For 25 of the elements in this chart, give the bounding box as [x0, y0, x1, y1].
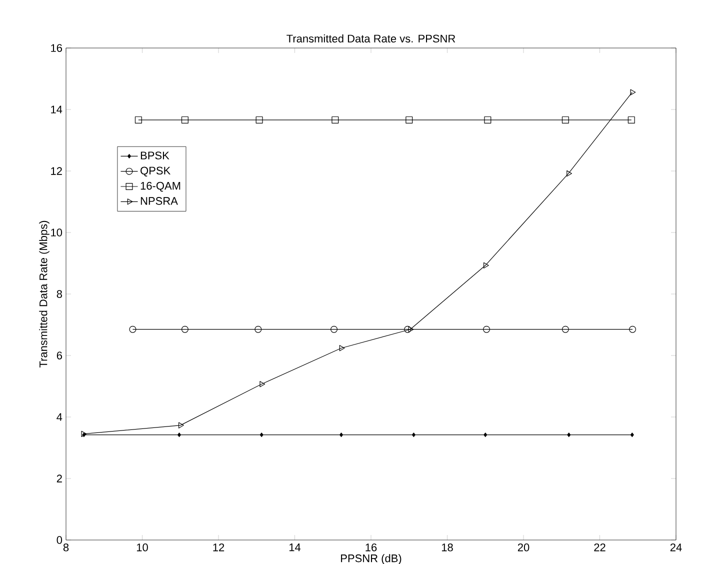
- x-tick-label: 16: [366, 544, 377, 552]
- legend-label: NPSRA: [140, 197, 178, 205]
- x-tick-label: 10: [136, 544, 148, 552]
- y-tick-label: 16: [51, 44, 62, 52]
- y-tick-label: 8: [56, 290, 62, 298]
- y-axis-title: Transmitted Data Rate (Mbps): [39, 220, 50, 368]
- x-tick-label: 18: [442, 544, 453, 552]
- legend-label: QPSK: [140, 166, 170, 177]
- y-tick-label: 0: [56, 536, 62, 544]
- y-tick-label: 4: [56, 413, 62, 421]
- y-tick-label: 6: [56, 352, 62, 360]
- x-tick-label: 12: [213, 544, 224, 552]
- x-tick-label: 20: [518, 544, 530, 552]
- chart-title: Transmitted Data Rate vs. PPSNR: [286, 34, 456, 42]
- legend-label: 16-QAM: [140, 182, 180, 192]
- x-tick-label: 22: [594, 544, 606, 552]
- x-tick-label: 8: [63, 544, 69, 552]
- y-tick-label: 14: [51, 106, 62, 114]
- y-tick-label: 12: [51, 167, 62, 175]
- x-tick-label: 24: [670, 544, 682, 552]
- y-tick-label: 2: [56, 474, 62, 482]
- x-tick-label: 14: [289, 544, 301, 552]
- legend-label: BPSK: [140, 152, 170, 160]
- y-tick-label: 10: [51, 228, 62, 236]
- x-axis-title: PPSNR (dB): [341, 554, 402, 564]
